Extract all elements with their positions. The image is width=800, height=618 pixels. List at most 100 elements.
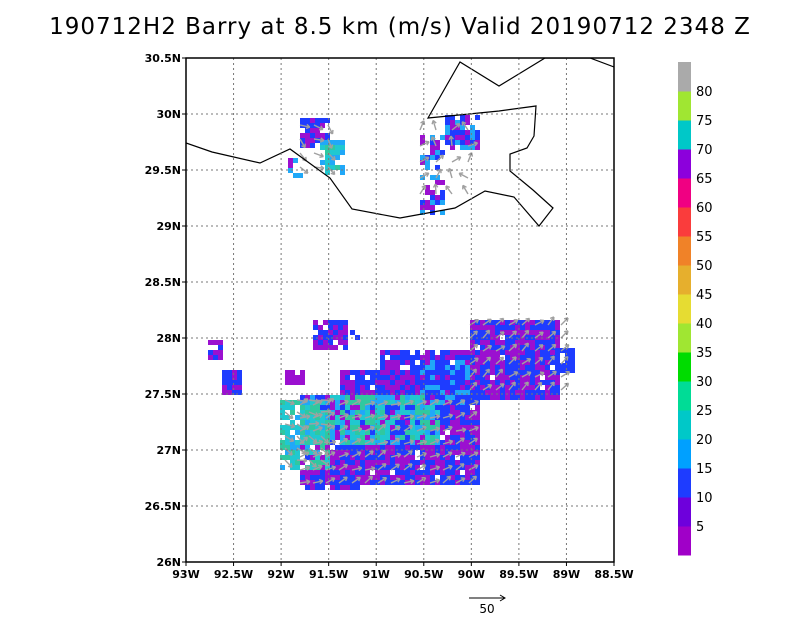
speed-cell [390,375,395,380]
speed-cell [440,365,445,370]
speed-cell [305,420,310,425]
speed-cell [285,370,290,375]
speed-cell [338,325,343,330]
speed-cell [355,405,360,410]
speed-cell [310,420,315,425]
speed-cell [375,475,380,480]
speed-cell [415,395,420,400]
speed-cell [465,355,470,360]
speed-cell [280,440,285,445]
speed-cell [285,455,290,460]
speed-cell [395,405,400,410]
vector-head [319,480,324,485]
speed-cell [405,360,410,365]
speed-cell [460,460,465,465]
speed-cell [237,390,242,395]
speed-cell [350,380,355,385]
vector-shaft [560,382,569,391]
speed-cell [385,390,390,395]
vector-shaft [429,466,440,471]
speed-cell [365,435,370,440]
speed-cell [325,395,330,400]
vector-shaft [416,426,427,432]
lat-tick-label: 29.5N [145,164,181,177]
speed-cell [390,400,395,405]
vector-head [312,465,317,468]
speed-cell [390,350,395,355]
speed-cell [435,470,440,475]
speed-cell [460,140,465,145]
speed-cell [323,320,328,325]
speed-cell [395,395,400,400]
wind-vector [299,138,306,149]
speed-cell [330,460,335,465]
speed-cell [340,485,345,490]
vector-head [383,450,387,455]
vector-shaft [313,152,324,158]
speed-cell [460,355,465,360]
vector-head [501,369,504,374]
speed-cell [440,465,445,470]
speed-cell [300,420,305,425]
speed-cell [495,330,500,335]
speed-cell [360,430,365,435]
speed-cell [318,345,323,350]
wind-vector [508,343,518,352]
wind-vector [521,329,530,339]
speed-cell [320,465,325,470]
speed-cell [475,370,480,375]
speed-cell [365,410,370,415]
speed-cell [430,420,435,425]
speed-cell [355,420,360,425]
vector-head [319,167,325,171]
vector-head [475,400,479,406]
speed-cell [328,340,333,345]
speed-cell [450,380,455,385]
speed-cell [390,475,395,480]
speed-cell [455,425,460,430]
vector-shaft [429,479,440,484]
speed-cell [440,405,445,410]
vector-shaft [327,152,336,161]
speed-cell [430,380,435,385]
vector-shaft [482,384,492,391]
speed-cell [520,395,525,400]
speed-cell [500,380,505,385]
speed-cell [280,425,285,430]
speed-cell [285,400,290,405]
speed-cell [555,385,560,390]
speed-cell [425,475,430,480]
vector-head [324,453,329,456]
speed-cell [213,340,218,345]
lon-tick-label: 90.5W [404,568,443,581]
speed-cell [345,430,350,435]
wind-vector [560,370,571,378]
speed-cell [415,445,420,450]
speed-cell [460,390,465,395]
speed-cell [350,405,355,410]
vector-head [475,357,479,363]
wind-vector [455,412,466,419]
speed-cell [365,445,370,450]
speed-cell [300,435,305,440]
vector-head [540,331,544,337]
speed-cell [365,400,370,405]
vector-head [528,371,532,377]
speed-cell [395,460,400,465]
vector-shaft [461,121,469,131]
speed-cell [380,435,385,440]
speed-cell [435,360,440,365]
speed-cell [445,120,450,125]
vector-shaft [508,356,517,365]
wind-vector [351,465,363,472]
wind-vector [430,136,437,147]
speed-cell [395,455,400,460]
speed-cell [385,435,390,440]
colorbar-segment [678,526,691,556]
speed-cell [435,380,440,385]
vector-head [566,383,570,388]
speed-cell [530,375,535,380]
speed-cell [355,445,360,450]
speed-cell [360,440,365,445]
speed-cell [340,475,345,480]
